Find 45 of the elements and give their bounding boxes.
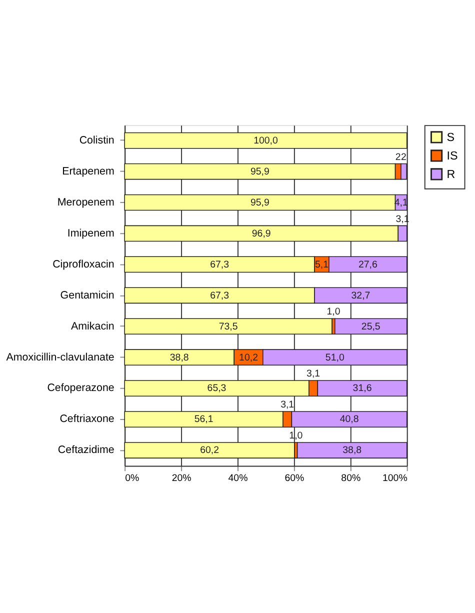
legend-label: S	[446, 131, 455, 144]
x-tick-label: 40%	[228, 472, 248, 484]
data-label: 95,9	[250, 166, 270, 178]
data-label: 56,1	[194, 414, 214, 426]
data-label: 3,1	[280, 400, 294, 411]
y-tick-label: Gentamicin	[60, 289, 114, 302]
data-label: 73,5	[218, 321, 238, 332]
data-label: 65,3	[207, 383, 226, 394]
data-label: 1,0	[326, 306, 341, 318]
data-label: 25,5	[361, 321, 380, 332]
data-label: 10,2	[239, 352, 258, 364]
data-label: 5,1	[315, 259, 329, 270]
data-label: 67,3	[210, 259, 230, 270]
data-label: 32,7	[351, 290, 370, 302]
data-label: 27,6	[358, 259, 378, 270]
data-label: 96,9	[252, 228, 271, 240]
data-label: 95,9	[250, 197, 270, 208]
legend-label: IS	[446, 150, 458, 163]
y-tick-label: Colistin	[79, 134, 114, 146]
data-label: 38,8	[342, 445, 362, 456]
y-tick-label: Imipenem	[67, 227, 114, 240]
y-tick-label: Amikacin	[71, 320, 114, 332]
y-tick-label: Meropenem	[57, 196, 114, 208]
legend-label: R	[446, 168, 456, 182]
data-label: 3,1	[306, 368, 320, 380]
x-tick-label: 20%	[172, 472, 192, 484]
y-tick-label: Ceftazidime	[58, 444, 114, 456]
data-label: 31,6	[352, 383, 372, 394]
data-label: 38,8	[170, 352, 189, 364]
data-label: 2	[395, 152, 401, 163]
data-label: 2	[401, 152, 406, 163]
y-tick-label: Ciprofloxacin	[52, 258, 114, 270]
y-tick-label: Ertapenem	[62, 165, 114, 178]
x-tick-label: 100%	[382, 472, 408, 484]
x-tick-label: 0%	[125, 472, 140, 484]
x-tick-label: 60%	[284, 472, 305, 484]
data-label: 51,0	[325, 352, 345, 364]
y-tick-label: Amoxicillin-clavulanate	[6, 351, 114, 364]
data-label: 60,2	[200, 445, 220, 456]
y-tick-label: Ceftriaxone	[60, 413, 114, 426]
data-label: 67,3	[210, 290, 230, 302]
data-label: 40,8	[340, 414, 359, 426]
y-tick-label: Cefoperazone	[47, 382, 114, 394]
data-label: 100,0	[254, 135, 278, 146]
x-tick-label: 80%	[341, 472, 361, 484]
